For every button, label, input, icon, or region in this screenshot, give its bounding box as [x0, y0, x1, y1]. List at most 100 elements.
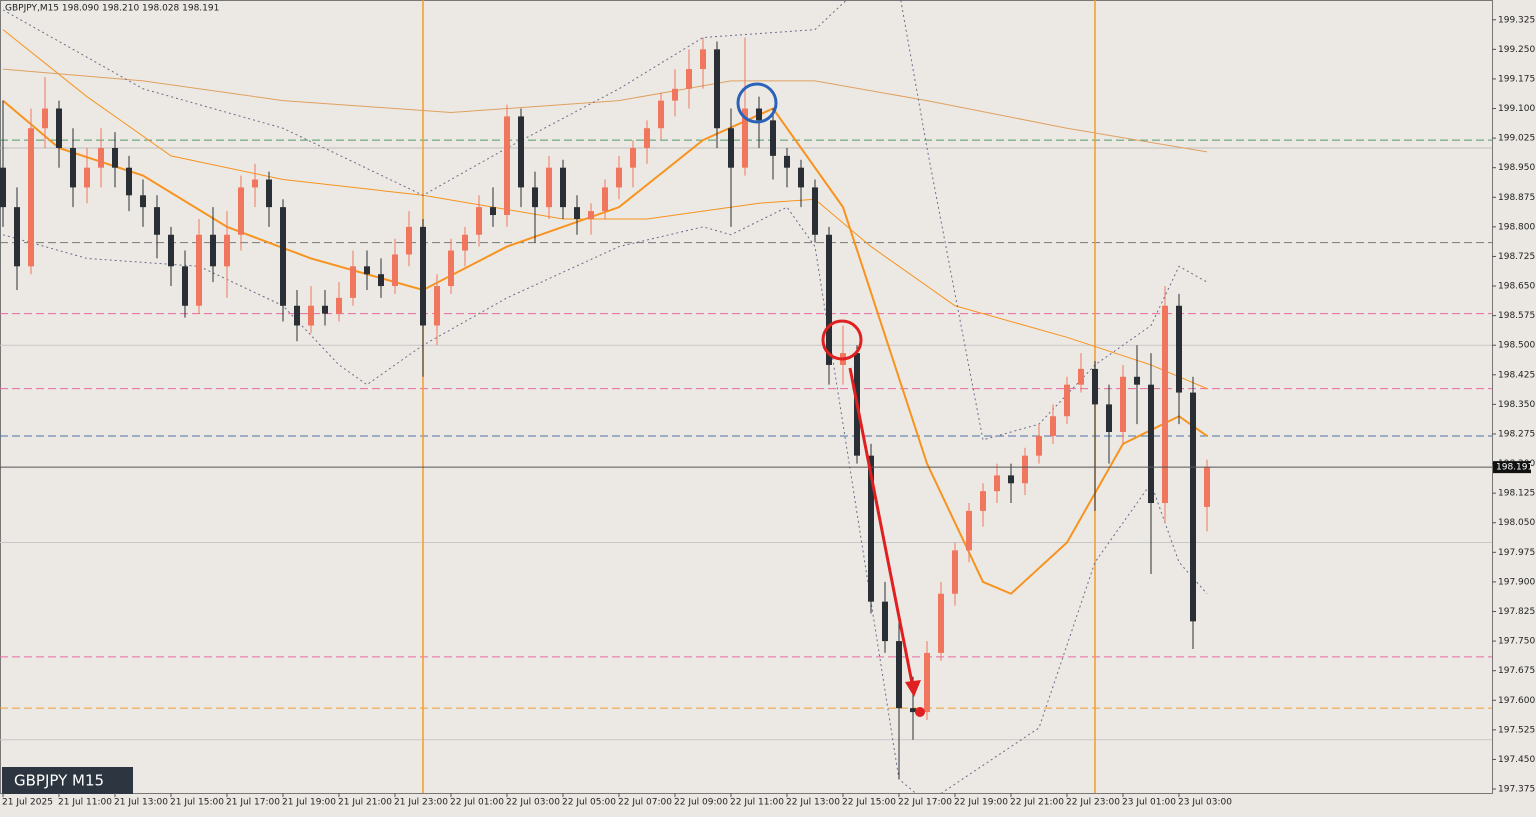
candle-body — [1134, 376, 1140, 385]
y-tick-label: 197.825 — [1498, 607, 1535, 617]
candle-body — [14, 207, 20, 267]
y-tick-label: 199.100 — [1498, 104, 1535, 114]
candle-body — [210, 234, 216, 267]
y-tick-label: 197.525 — [1498, 725, 1535, 735]
y-tick-label: 199.250 — [1498, 45, 1535, 55]
candle-body — [308, 305, 314, 326]
candle-body — [1050, 416, 1056, 436]
candle-body — [350, 266, 356, 298]
y-tick-label: 199.025 — [1498, 134, 1535, 144]
price-box — [1493, 461, 1531, 474]
candle-body — [966, 510, 972, 551]
x-tick-label: 22 Jul 13:00 — [786, 798, 840, 808]
candle-body — [280, 207, 286, 306]
candle-body — [518, 116, 524, 188]
x-tick-label: 22 Jul 15:00 — [842, 798, 896, 808]
candle-body — [56, 108, 62, 148]
candle-body — [322, 305, 328, 314]
y-tick-label: 197.600 — [1498, 696, 1535, 706]
candle-body — [126, 167, 132, 196]
candle-body — [546, 167, 552, 208]
y-tick-label: 197.900 — [1498, 577, 1535, 587]
x-tick-label: 22 Jul 19:00 — [954, 798, 1008, 808]
symbol-box: GBPJPY M15 — [2, 767, 133, 794]
candle-body — [336, 297, 342, 314]
x-tick-label: 22 Jul 05:00 — [562, 798, 616, 808]
candle-body — [938, 593, 944, 653]
candle-body — [994, 475, 1000, 492]
symbol-bg — [2, 767, 133, 794]
candle-body — [168, 234, 174, 267]
candle-body — [980, 491, 986, 511]
candle-body — [294, 305, 300, 326]
candle-body — [84, 167, 90, 188]
x-tick-label: 23 Jul 03:00 — [1178, 798, 1232, 808]
candle-body — [1204, 467, 1210, 507]
blue-circle — [736, 82, 778, 124]
candle-body — [364, 266, 370, 275]
candle-body — [462, 234, 468, 251]
candle-body — [182, 266, 188, 306]
candle-body — [812, 187, 818, 235]
x-tick-label: 22 Jul 03:00 — [506, 798, 560, 808]
candle-body — [196, 234, 202, 306]
candle-body — [532, 187, 538, 208]
candle-body — [868, 455, 874, 602]
x-tick-label: 22 Jul 11:00 — [730, 798, 784, 808]
y-tick-label: 198.575 — [1498, 311, 1535, 321]
y-tick-label: 198.275 — [1498, 429, 1535, 439]
y-tick-label: 198.875 — [1498, 193, 1535, 203]
y-tick-label: 199.325 — [1498, 15, 1535, 25]
header: GBPJPY,M15 198.090 198.210 198.028 198.1… — [5, 4, 219, 14]
candle-body — [28, 128, 34, 267]
candle-body — [70, 147, 76, 188]
candle-body — [420, 226, 426, 326]
price-label: 198.191 — [1496, 463, 1533, 473]
candle-body — [616, 167, 622, 188]
candle-body — [140, 195, 146, 208]
x-tick-label: 22 Jul 17:00 — [898, 798, 952, 808]
candle-body — [476, 207, 482, 235]
candle-body — [910, 708, 916, 713]
candle-body — [574, 207, 580, 219]
red-arrow — [848, 367, 915, 689]
candle-body — [406, 226, 412, 255]
candle-body — [42, 108, 48, 129]
y-tick-label: 198.125 — [1498, 489, 1535, 499]
candle-body — [686, 69, 692, 89]
x-tick-label: 21 Jul 19:00 — [282, 798, 336, 808]
y-tick-label: 198.425 — [1498, 370, 1535, 380]
candle-body — [826, 234, 832, 365]
x-tick-label: 22 Jul 07:00 — [618, 798, 672, 808]
y-tick-label: 197.675 — [1498, 666, 1535, 676]
candle-body — [952, 550, 958, 594]
candle-body — [1190, 392, 1196, 622]
x-tick-label: 22 Jul 01:00 — [450, 798, 504, 808]
candle-body — [392, 254, 398, 287]
candle-body — [1008, 475, 1014, 484]
y-tick-label: 198.800 — [1498, 222, 1535, 232]
indicator-line — [2, 206, 1208, 793]
x-tick-label: 21 Jul 15:00 — [170, 798, 224, 808]
plot-layer — [0, 0, 1492, 793]
candle-body — [224, 234, 230, 267]
candle-body — [714, 49, 720, 129]
candle-body — [448, 250, 454, 287]
x-tick-label: 21 Jul 11:00 — [58, 798, 112, 808]
candle-body — [728, 128, 734, 168]
y-tick-label: 197.975 — [1498, 548, 1535, 558]
y-tick-label: 198.050 — [1498, 518, 1535, 528]
x-tick-label: 21 Jul 23:00 — [394, 798, 448, 808]
red-circle — [821, 319, 863, 361]
candle-body — [1036, 435, 1042, 456]
candle-body — [672, 88, 678, 101]
annotations — [736, 82, 925, 717]
candle-body — [798, 167, 804, 188]
candle-body — [238, 187, 244, 235]
candle-body — [630, 147, 636, 168]
x-tick-label: 22 Jul 23:00 — [1066, 798, 1120, 808]
y-tick-label: 198.725 — [1498, 252, 1535, 262]
y-tick-label: 197.450 — [1498, 755, 1535, 765]
y-tick-label: 198.350 — [1498, 400, 1535, 410]
